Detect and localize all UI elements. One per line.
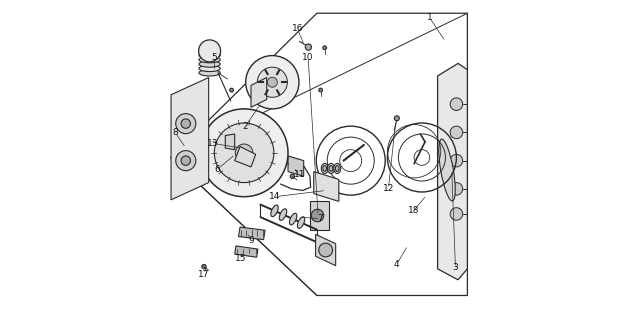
Text: 12: 12 xyxy=(383,184,394,193)
Circle shape xyxy=(181,119,191,128)
Polygon shape xyxy=(171,77,209,200)
Ellipse shape xyxy=(199,61,220,67)
Text: 1: 1 xyxy=(427,14,433,22)
Circle shape xyxy=(450,208,463,220)
Text: 11: 11 xyxy=(294,170,305,179)
Polygon shape xyxy=(239,227,265,240)
Text: 3: 3 xyxy=(452,263,458,272)
Polygon shape xyxy=(288,156,304,176)
Circle shape xyxy=(319,88,323,92)
Text: 7: 7 xyxy=(317,214,323,223)
Ellipse shape xyxy=(321,163,328,174)
Ellipse shape xyxy=(335,166,339,171)
Polygon shape xyxy=(251,77,267,107)
Circle shape xyxy=(230,88,234,92)
Ellipse shape xyxy=(328,163,335,174)
Text: 8: 8 xyxy=(172,128,178,137)
Text: 10: 10 xyxy=(302,53,314,62)
Circle shape xyxy=(323,46,326,50)
Polygon shape xyxy=(438,63,467,280)
Circle shape xyxy=(268,77,277,87)
Ellipse shape xyxy=(199,56,220,63)
Polygon shape xyxy=(316,234,336,266)
Ellipse shape xyxy=(289,213,297,225)
Ellipse shape xyxy=(199,48,220,54)
Text: 18: 18 xyxy=(408,206,419,215)
Ellipse shape xyxy=(323,166,326,171)
Text: 9: 9 xyxy=(248,237,254,245)
Circle shape xyxy=(394,116,399,121)
Circle shape xyxy=(311,209,324,222)
Circle shape xyxy=(305,44,312,50)
Circle shape xyxy=(202,264,206,269)
Polygon shape xyxy=(310,201,330,230)
Ellipse shape xyxy=(279,209,287,220)
Text: 15: 15 xyxy=(236,254,247,263)
Ellipse shape xyxy=(334,163,340,174)
Ellipse shape xyxy=(199,65,220,72)
Text: 2: 2 xyxy=(243,122,248,131)
Ellipse shape xyxy=(199,70,220,76)
Ellipse shape xyxy=(298,217,305,228)
Circle shape xyxy=(200,109,288,197)
Text: 5: 5 xyxy=(211,53,217,62)
Circle shape xyxy=(290,174,294,179)
Circle shape xyxy=(198,40,221,62)
Text: 14: 14 xyxy=(269,192,280,201)
Polygon shape xyxy=(314,172,339,201)
Text: 13: 13 xyxy=(207,139,218,148)
Polygon shape xyxy=(235,246,258,257)
Circle shape xyxy=(236,144,253,162)
Circle shape xyxy=(246,55,299,109)
Polygon shape xyxy=(225,134,235,150)
Text: 17: 17 xyxy=(198,270,210,279)
Circle shape xyxy=(214,123,274,183)
Circle shape xyxy=(176,151,196,171)
Circle shape xyxy=(176,114,196,134)
Text: 6: 6 xyxy=(214,165,220,174)
Circle shape xyxy=(450,183,463,195)
Circle shape xyxy=(450,126,463,139)
Circle shape xyxy=(257,67,287,97)
Text: 4: 4 xyxy=(394,260,399,269)
Ellipse shape xyxy=(439,139,455,201)
Text: 16: 16 xyxy=(292,25,303,33)
Circle shape xyxy=(319,243,333,257)
Circle shape xyxy=(450,154,463,167)
Ellipse shape xyxy=(271,205,278,217)
Circle shape xyxy=(450,98,463,111)
Polygon shape xyxy=(235,146,256,167)
Circle shape xyxy=(181,156,191,165)
Ellipse shape xyxy=(199,52,220,58)
Ellipse shape xyxy=(329,166,333,171)
